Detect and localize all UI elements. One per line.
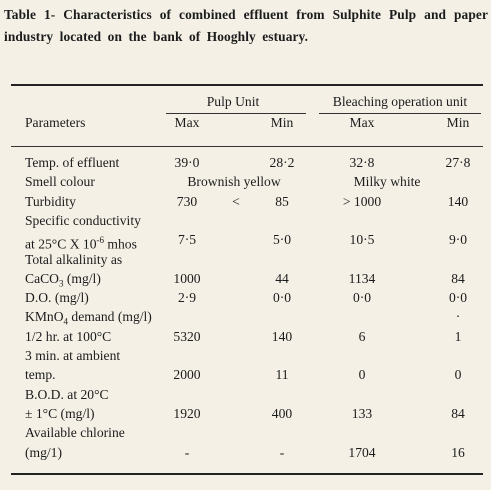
value-cell: 0·0 xyxy=(448,290,468,306)
value-cell: 84 xyxy=(451,270,465,286)
header-pulp-min: Min xyxy=(270,115,294,130)
value-cell: 2·9 xyxy=(177,290,197,306)
value-cell: 6 xyxy=(358,328,366,344)
parameter-label: at 25°C X 10-6 mhos xyxy=(25,235,137,252)
value-symbol: < xyxy=(232,193,240,209)
parameter-label: temp. xyxy=(25,367,56,383)
value-cell: 11 xyxy=(275,367,289,383)
value-cell: 730 xyxy=(176,193,198,209)
parameter-label: Turbidity xyxy=(25,193,76,209)
value-cell: 85 xyxy=(275,193,289,209)
value-cell: 1000 xyxy=(173,270,201,286)
value-cell: 0 xyxy=(358,367,366,383)
value-cell: 140 xyxy=(271,328,293,344)
value-text: Milky white xyxy=(353,174,421,190)
value-cell: 84 xyxy=(451,405,465,421)
value-cell: 133 xyxy=(351,405,373,421)
value-text: Brownish yellow xyxy=(187,174,281,190)
value-cell: 27·8 xyxy=(445,155,471,170)
value-cell: 1 xyxy=(454,328,462,344)
value-cell: 0·0 xyxy=(352,290,372,306)
value-cell: 5320 xyxy=(173,328,201,344)
value-cell: 39·0 xyxy=(174,155,200,170)
value-cell: 400 xyxy=(271,405,293,421)
parameter-label: 3 min. at ambient xyxy=(25,348,121,363)
value-cell: 10·5 xyxy=(349,232,375,248)
value-cell: 140 xyxy=(447,193,469,209)
parameter-label: Available chlorine xyxy=(25,425,125,441)
value-cell: - xyxy=(184,444,190,460)
pulp-unit-rule xyxy=(166,113,306,114)
value-cell: 5·0 xyxy=(272,232,292,248)
parameter-label: (mg/1) xyxy=(25,444,62,460)
value-cell: 28·2 xyxy=(269,155,295,170)
value-cell: 1134 xyxy=(348,270,376,286)
header-pulp-max: Max xyxy=(174,115,200,130)
parameter-label: Temp. of effluent xyxy=(25,155,120,170)
value-cell: 2000 xyxy=(173,367,201,383)
parameter-label: 1/2 hr. at 100°C xyxy=(25,328,112,344)
parameter-label: CaCO3 (mg/l) xyxy=(25,270,101,289)
value-cell: 32·8 xyxy=(349,155,375,170)
parameter-label: Smell colour xyxy=(25,174,95,190)
header-bleach-max: Max xyxy=(349,115,375,130)
parameter-label: B.O.D. at 20°C xyxy=(25,386,109,402)
parameter-label: Total alkalinity as xyxy=(25,251,123,267)
table-caption: Table 1- Characteristics of combined eff… xyxy=(4,7,488,44)
effluent-table: Pulp Unit Bleaching operation unit Param… xyxy=(11,84,483,475)
value-cell: 0 xyxy=(454,367,462,383)
value-cell: 9·0 xyxy=(448,232,468,248)
header-bleaching-unit: Bleaching operation unit xyxy=(332,94,468,109)
header-rule xyxy=(11,146,483,147)
value-cell: 1920 xyxy=(173,405,201,421)
value-cell: 16 xyxy=(451,444,465,460)
parameter-label: ± 1°C (mg/l) xyxy=(25,405,95,421)
header-bleach-min: Min xyxy=(446,115,470,130)
value-cell: - xyxy=(279,444,285,460)
header-pulp-unit: Pulp Unit xyxy=(206,94,260,109)
header-parameters: Parameters xyxy=(25,115,86,130)
value-cell: 0·0 xyxy=(272,290,292,306)
value-cell: 44 xyxy=(275,270,289,286)
value-cell: · xyxy=(455,309,461,325)
value-cell: > 1000 xyxy=(342,193,382,209)
parameter-label: KMnO4 demand (mg/l) xyxy=(25,309,152,328)
parameter-label: D.O. (mg/l) xyxy=(25,290,89,306)
bleaching-unit-rule xyxy=(319,113,481,114)
parameter-label: Specific conductivity xyxy=(25,212,141,228)
value-cell: 1704 xyxy=(348,444,376,460)
value-cell: 7·5 xyxy=(177,232,197,248)
